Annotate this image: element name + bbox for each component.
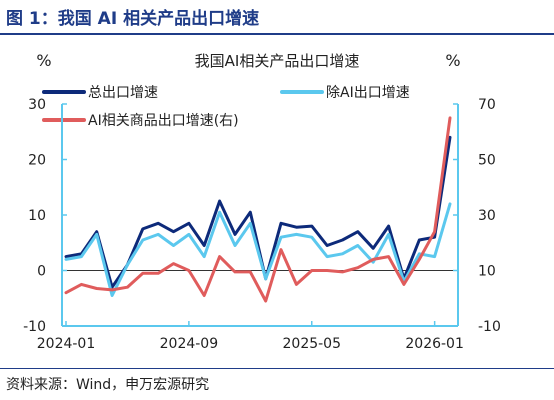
source-note: 资料来源：Wind，申万宏源研究 bbox=[6, 377, 210, 393]
left-axis-tick-label: 30 bbox=[28, 97, 46, 113]
right-axis-tick-label: 50 bbox=[478, 153, 496, 169]
left-axis-tick-label: 10 bbox=[28, 208, 46, 224]
right-axis-tick-label: 30 bbox=[478, 208, 496, 224]
series-line-3 bbox=[64, 116, 452, 303]
right-axis-tick-label: 10 bbox=[478, 264, 496, 280]
legend-label-3: AI相关商品出口增速(右) bbox=[88, 113, 239, 129]
legend: 总出口增速 除AI出口增速 AI相关商品出口增速(右) bbox=[42, 85, 410, 129]
figure-title: 图 1：我国 AI 相关产品出口增速 bbox=[6, 9, 260, 29]
chart-title: 我国AI相关产品出口增速 bbox=[195, 52, 360, 70]
right-unit: % bbox=[445, 51, 460, 70]
title-rule bbox=[0, 33, 554, 35]
left-axis-tick-label: -10 bbox=[23, 319, 46, 335]
right-axis-tick-label: 70 bbox=[478, 97, 496, 113]
line-chart: 我国AI相关产品出口增速 % % 总出口增速 除AI出口增速 AI相关商品出口增速(… bbox=[23, 51, 501, 352]
left-unit: % bbox=[36, 51, 51, 70]
legend-label-2: 除AI出口增速 bbox=[326, 85, 410, 101]
left-axis-tick-label: 0 bbox=[37, 264, 46, 280]
series-line-2 bbox=[64, 202, 452, 297]
source-rule bbox=[0, 368, 554, 369]
legend-label-1: 总出口增速 bbox=[88, 85, 158, 101]
right-axis-tick-label: -10 bbox=[478, 319, 501, 335]
x-axis-tick-label: 2024-01 bbox=[37, 336, 96, 352]
x-axis-tick-label: 2026-01 bbox=[405, 336, 464, 352]
left-axis-tick-label: 20 bbox=[28, 153, 46, 169]
x-axis-tick-label: 2024-09 bbox=[160, 336, 219, 352]
x-axis-tick-label: 2025-05 bbox=[283, 336, 342, 352]
